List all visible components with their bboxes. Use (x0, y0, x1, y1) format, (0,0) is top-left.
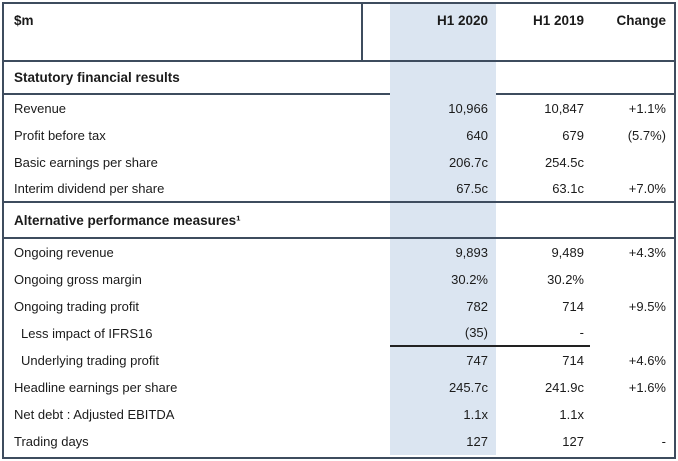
change-value: (5.7%) (627, 128, 666, 143)
h1-2020-cell (390, 62, 496, 95)
h1-2019-value: 10,847 (544, 101, 584, 116)
h1-2020-value: 1.1x (390, 401, 496, 428)
row-label: Interim dividend per share (14, 181, 165, 196)
change-value (590, 266, 674, 293)
h1-2019-value: 127 (562, 434, 584, 449)
h1-2020-value: 127 (390, 428, 496, 455)
row-label: Ongoing trading profit (14, 299, 140, 314)
change-value: +4.6% (628, 353, 666, 368)
row-label: Trading days (14, 434, 89, 449)
row-basic-earnings-per-share: Basic earnings per share 206.7c 254.5c (4, 149, 674, 176)
change-value: +9.5% (628, 299, 666, 314)
h1-2019-cell (496, 62, 590, 95)
row-label: Ongoing revenue (14, 245, 114, 260)
h1-2019-value: - (496, 320, 590, 347)
row-label: Revenue (14, 101, 67, 116)
change-value: +7.0% (628, 181, 666, 196)
change-value: - (661, 434, 666, 449)
h1-2020-column-header: H1 2020 (390, 4, 496, 60)
row-ongoing-trading-profit: Ongoing trading profit 782 714 +9.5% (4, 293, 674, 320)
h1-2020-cell (390, 203, 496, 237)
h1-2019-value: 1.1x (559, 407, 584, 422)
h1-2019-value: 9,489 (551, 245, 584, 260)
row-label: Underlying trading profit (21, 353, 160, 368)
row-net-debt-adjusted-ebitda: Net debt : Adjusted EBITDA 1.1x 1.1x (4, 401, 674, 428)
h1-2019-cell (496, 203, 590, 237)
change-value: +1.1% (628, 101, 666, 116)
change-value: +1.6% (628, 380, 666, 395)
row-interim-dividend-per-share: Interim dividend per share 67.5c 63.1c +… (4, 176, 674, 203)
row-label: Net debt : Adjusted EBITDA (14, 407, 175, 422)
h1-2019-value: 679 (562, 128, 584, 143)
row-ongoing-revenue: Ongoing revenue 9,893 9,489 +4.3% (4, 239, 674, 266)
h1-2019-value: 254.5c (544, 155, 584, 170)
row-revenue: Revenue 10,966 10,847 +1.1% (4, 95, 674, 122)
row-alternative-performance-measures: Alternative performance measures¹ (4, 203, 674, 239)
change-cell (590, 62, 674, 95)
row-less-impact-of-ifrs16: Less impact of IFRS16 (35) - (4, 320, 674, 347)
row-underlying-trading-profit: Underlying trading profit 747 714 +4.6% (4, 347, 674, 374)
h1-2019-value: 30.2% (547, 272, 584, 287)
h1-2020-value: 30.2% (390, 266, 496, 293)
row-label: Basic earnings per share (14, 155, 158, 170)
change-cell (590, 203, 674, 237)
row-label: Ongoing gross margin (14, 272, 142, 287)
section-title: Alternative performance measures¹ (14, 212, 241, 228)
header-vertical-divider (361, 4, 363, 62)
h1-2020-value: 245.7c (390, 374, 496, 401)
row-statutory-financial-results: Statutory financial results (4, 62, 674, 95)
row-profit-before-tax: Profit before tax 640 679 (5.7%) (4, 122, 674, 149)
h1-2019-value: 714 (562, 299, 584, 314)
h1-2020-value: 747 (390, 347, 496, 374)
h1-2020-value: 640 (390, 122, 496, 149)
h1-2020-value: 67.5c (390, 176, 496, 201)
row-label: Profit before tax (14, 128, 106, 143)
h1-2020-value: 9,893 (390, 239, 496, 266)
row-headline-earnings-per-share: Headline earnings per share 245.7c 241.9… (4, 374, 674, 401)
row-trading-days: Trading days 127 127 - (4, 428, 674, 455)
section-title: Statutory financial results (4, 62, 390, 95)
h1-2020-value: 206.7c (390, 149, 496, 176)
h1-2019-column-header: H1 2019 (532, 13, 584, 28)
h1-2019-value: 63.1c (552, 181, 584, 196)
row-ongoing-gross-margin: Ongoing gross margin 30.2% 30.2% (4, 266, 674, 293)
h1-2019-value: 241.9c (544, 380, 584, 395)
change-value (590, 401, 674, 428)
row-label: Headline earnings per share (14, 380, 178, 395)
change-value: +4.3% (628, 245, 666, 260)
row-label: Less impact of IFRS16 (21, 326, 153, 341)
change-column-header: Change (616, 13, 666, 28)
h1-2020-value: 10,966 (390, 95, 496, 122)
change-value (590, 149, 674, 176)
h1-2020-value: 782 (390, 293, 496, 320)
change-value (590, 320, 674, 347)
unit-column-header: $m (14, 13, 34, 28)
h1-2020-value: (35) (390, 320, 496, 347)
table-header-row: $m H1 2020 H1 2019 Change (4, 4, 674, 62)
h1-2019-value: 714 (562, 353, 584, 368)
